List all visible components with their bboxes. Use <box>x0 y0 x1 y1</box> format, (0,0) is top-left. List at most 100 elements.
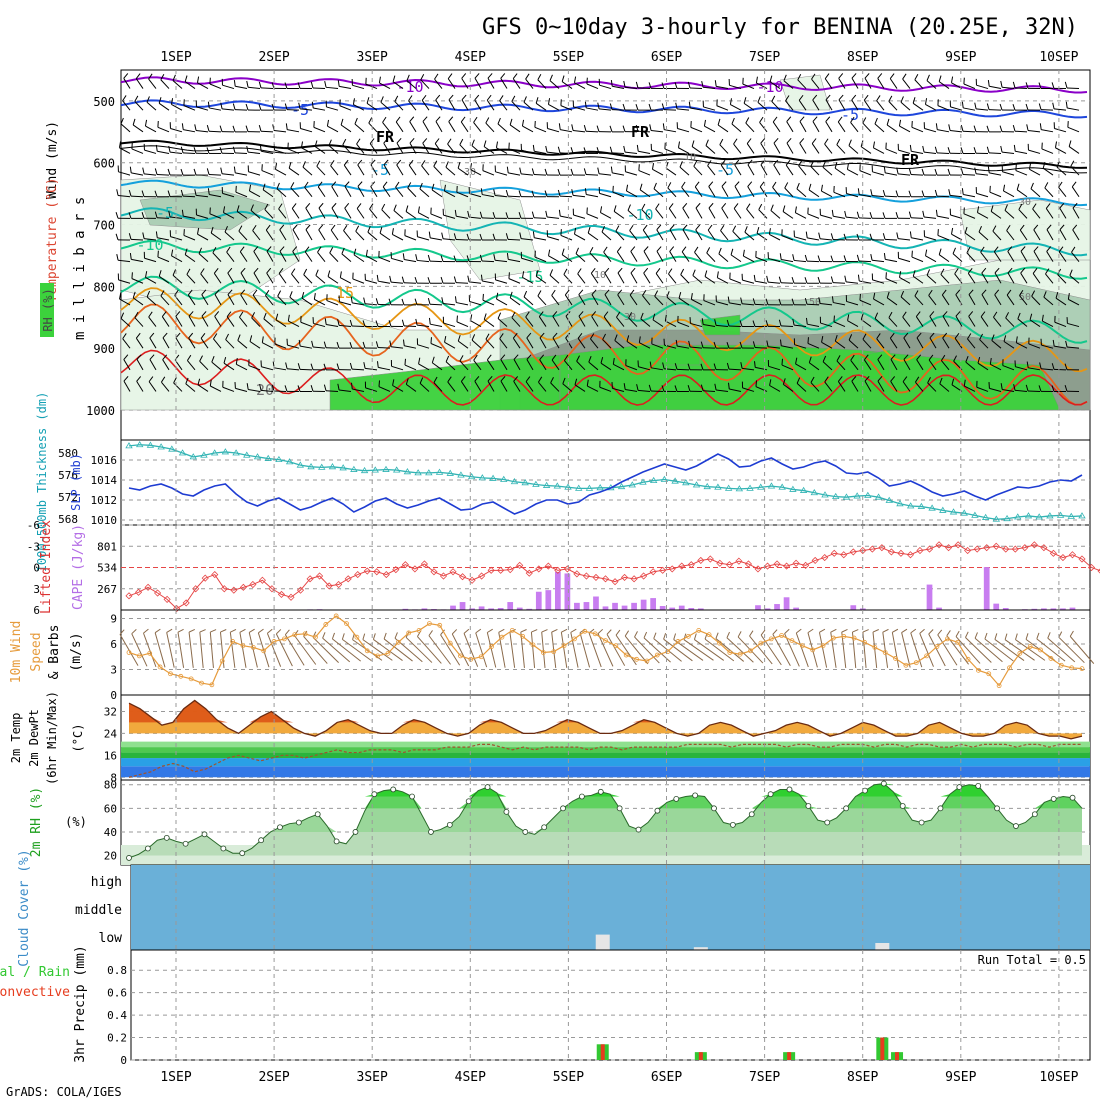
wind-barb-flag <box>520 143 522 151</box>
wind10-barb-shaft <box>737 636 764 664</box>
li-point <box>859 546 867 555</box>
wind-barb <box>1064 81 1080 90</box>
wind-barb-flag <box>171 249 174 256</box>
wind10-barb <box>177 628 185 668</box>
wind-barb-flag <box>408 95 413 102</box>
wind-barb <box>222 206 235 219</box>
wind-barb <box>674 363 690 371</box>
wind-barb-shaft <box>573 214 586 219</box>
wind-barb <box>274 337 287 349</box>
wind-barb-shaft <box>317 251 326 262</box>
wind-barb-flag <box>557 146 561 154</box>
wind-barb-shaft <box>877 78 885 89</box>
wind-barb-shaft <box>370 186 378 197</box>
wind-barb-flag <box>720 225 725 231</box>
wind-barb-flag <box>1000 145 1003 153</box>
wind-barb <box>609 125 625 133</box>
wind10-barb-shaft <box>919 633 934 667</box>
wind10-barb <box>475 628 488 668</box>
wind-barb <box>310 81 326 90</box>
wind-barb <box>687 363 703 371</box>
wind-barb-shaft <box>287 344 300 349</box>
wind-barb <box>821 335 833 349</box>
wind-barb-flag <box>349 319 353 327</box>
wind-barb <box>586 379 599 392</box>
li-point <box>239 583 247 591</box>
wind-barb <box>118 141 131 154</box>
wind-barb-shaft <box>408 164 417 176</box>
wind-barb-shaft <box>393 210 404 219</box>
cape-bar <box>602 606 609 610</box>
wind-barb-flag <box>401 276 405 283</box>
wind-barb-shaft <box>795 212 807 219</box>
wind-barb <box>1067 293 1080 306</box>
wind-barb-shaft <box>551 359 560 371</box>
wind-barb <box>155 231 170 241</box>
wind-barb-shaft <box>456 321 469 328</box>
wind-barb <box>648 384 664 392</box>
wind-barb-flag <box>135 73 141 79</box>
wind-barb-shaft <box>679 166 690 176</box>
wind-barb-shaft <box>1046 251 1054 262</box>
wind-barb <box>574 227 586 241</box>
wind-barb-flag <box>388 298 392 305</box>
wind-barb-flag <box>641 203 646 210</box>
wind-barb <box>383 159 391 176</box>
li-point <box>516 561 524 569</box>
wind-barb-flag <box>834 334 838 342</box>
wind-barb <box>375 298 391 306</box>
wind-barb-shaft <box>1030 188 1041 198</box>
wind-barb-flag <box>180 146 184 154</box>
wind-barb-flag <box>496 292 499 300</box>
contour-label: -5 <box>841 106 859 124</box>
wind-barb <box>441 232 456 241</box>
wind-barb-shaft <box>469 192 482 198</box>
dewpoint-band <box>121 766 1090 778</box>
wind-barb <box>664 142 677 154</box>
li-point <box>306 575 314 583</box>
wind-barb <box>513 354 521 371</box>
wind10-barb <box>188 628 195 668</box>
wind-barb-shaft <box>872 279 885 284</box>
wind10-barb-flag <box>341 633 345 640</box>
wind-barb <box>694 246 703 262</box>
wind-barb-flag <box>586 207 588 214</box>
rh2m-point <box>597 788 604 795</box>
wind-barb-shaft <box>447 381 456 392</box>
li-point <box>735 557 743 565</box>
wind-barb-shaft <box>391 365 404 371</box>
wind-barb <box>1056 161 1067 176</box>
wind-barb-flag <box>352 272 354 279</box>
wind-barb <box>401 298 417 306</box>
wind-barb-flag <box>167 190 171 197</box>
li-point <box>811 556 819 564</box>
li-point <box>744 560 753 568</box>
wind10-barb-flag <box>498 628 505 633</box>
wind-barb <box>681 181 690 198</box>
wind-barb-shaft <box>653 188 664 198</box>
wind10-barb-shaft <box>772 634 791 666</box>
li-point <box>1059 554 1067 562</box>
wind-barb <box>509 118 521 133</box>
wind-barb-flag <box>968 311 974 317</box>
wind-barb-flag <box>643 267 649 274</box>
wind-barb <box>714 383 729 392</box>
wind-barb-shaft <box>760 164 768 176</box>
wind-barb <box>572 208 586 219</box>
wind10-barb-shaft <box>119 634 139 666</box>
wind-barb-shaft <box>339 301 352 306</box>
wind-barb <box>885 272 898 284</box>
wind-barb <box>966 247 976 262</box>
wind-barb-flag <box>222 206 226 213</box>
wind-barb <box>128 212 144 219</box>
wind-barb <box>134 311 144 327</box>
wind-barb <box>557 189 573 198</box>
wind-barb-shaft <box>482 280 495 284</box>
wind-barb-shaft <box>1015 389 1028 392</box>
wind10-barb-flag <box>1025 633 1029 640</box>
wind-barb-flag <box>251 312 256 319</box>
wind-barb-flag <box>419 377 424 384</box>
wind-barb-flag <box>285 123 288 130</box>
wind-barb-flag <box>825 116 831 122</box>
thickness-point <box>757 483 765 490</box>
